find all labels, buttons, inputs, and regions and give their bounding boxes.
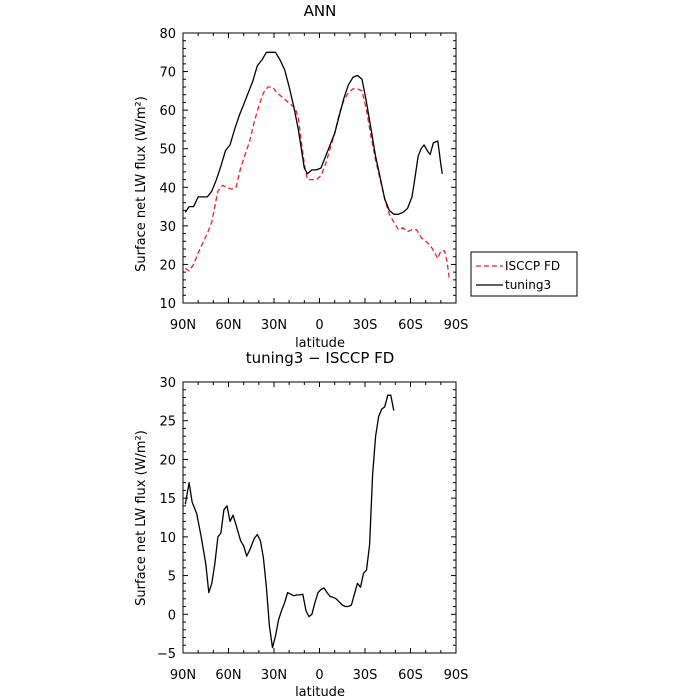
chart-1-title: ANN	[304, 2, 337, 20]
x-tick-label: 90S	[444, 668, 469, 683]
y-tick-label: 5	[168, 570, 176, 585]
y-tick-label: 25	[159, 415, 176, 430]
series-line-difference	[184, 394, 395, 649]
x-tick-label: 30S	[353, 318, 378, 333]
x-tick-label: 30S	[353, 668, 378, 683]
chart-2-y-ticks: −5 0 5 10 15 20 25 30	[157, 376, 456, 662]
chart-1-y-ticks: 10 20 30 40 50 60 70 80	[159, 27, 456, 312]
x-tick-label: 60N	[215, 668, 241, 683]
y-tick-label: 10	[159, 531, 176, 546]
chart-1-legend: ISCCP FD tuning3	[470, 251, 578, 297]
x-tick-label: 0	[315, 668, 323, 683]
legend-box	[470, 251, 578, 297]
series-line-isccp-fd	[184, 86, 450, 278]
chart-2-series	[184, 394, 395, 649]
y-tick-label: 15	[159, 492, 176, 507]
chart-1-x-axis-label: latitude	[295, 336, 345, 351]
chart-1-y-axis-label: Surface net LW flux (W/m²)	[134, 96, 149, 272]
x-tick-label: 60S	[398, 318, 423, 333]
x-tick-label: 90S	[444, 318, 469, 333]
chart-2-title: tuning3 − ISCCP FD	[246, 349, 395, 367]
x-tick-label: 60N	[215, 318, 241, 333]
y-tick-label: 80	[159, 27, 176, 42]
chart-1-series	[184, 51, 450, 278]
y-tick-label: 10	[159, 297, 176, 312]
chart-2-x-axis-label: latitude	[295, 685, 345, 700]
y-tick-label: 40	[159, 181, 176, 196]
y-tick-label: 20	[159, 258, 176, 273]
x-tick-label: 60S	[398, 668, 423, 683]
chart-2-x-ticks: 90N 60N 30N 0 30S 60S 90S	[170, 382, 469, 683]
y-tick-label: 0	[168, 608, 176, 623]
x-tick-label: 0	[315, 318, 323, 333]
y-tick-label: 60	[159, 104, 176, 119]
chart-2-plot-frame	[182, 381, 457, 654]
y-tick-label: 30	[159, 376, 176, 391]
x-tick-label: 90N	[170, 668, 196, 683]
y-tick-label: 20	[159, 453, 176, 468]
series-line-tuning3	[184, 51, 443, 215]
chart-1: ANN 10 20 30 40 50 60 70 80 90N 60N 30N 0 30S 60S 90S…	[134, 2, 578, 351]
legend-tuning3-label: tuning3	[505, 278, 551, 292]
y-tick-label: 30	[159, 220, 176, 235]
chart-2-y-axis-label: Surface net LW flux (W/m²)	[134, 430, 149, 606]
y-tick-label: 50	[159, 143, 176, 158]
chart-1-x-ticks: 90N 60N 30N 0 30S 60S 90S	[170, 33, 469, 333]
x-tick-label: 90N	[170, 318, 196, 333]
legend-isccp-label: ISCCP FD	[505, 259, 560, 273]
x-tick-label: 30N	[261, 668, 287, 683]
y-tick-label: 70	[159, 66, 176, 81]
chart-2: tuning3 − ISCCP FD −5 0 5 10 15 20 25 30 90N 60N…	[134, 349, 468, 700]
x-tick-label: 30N	[261, 318, 287, 333]
y-tick-label: −5	[157, 647, 176, 662]
